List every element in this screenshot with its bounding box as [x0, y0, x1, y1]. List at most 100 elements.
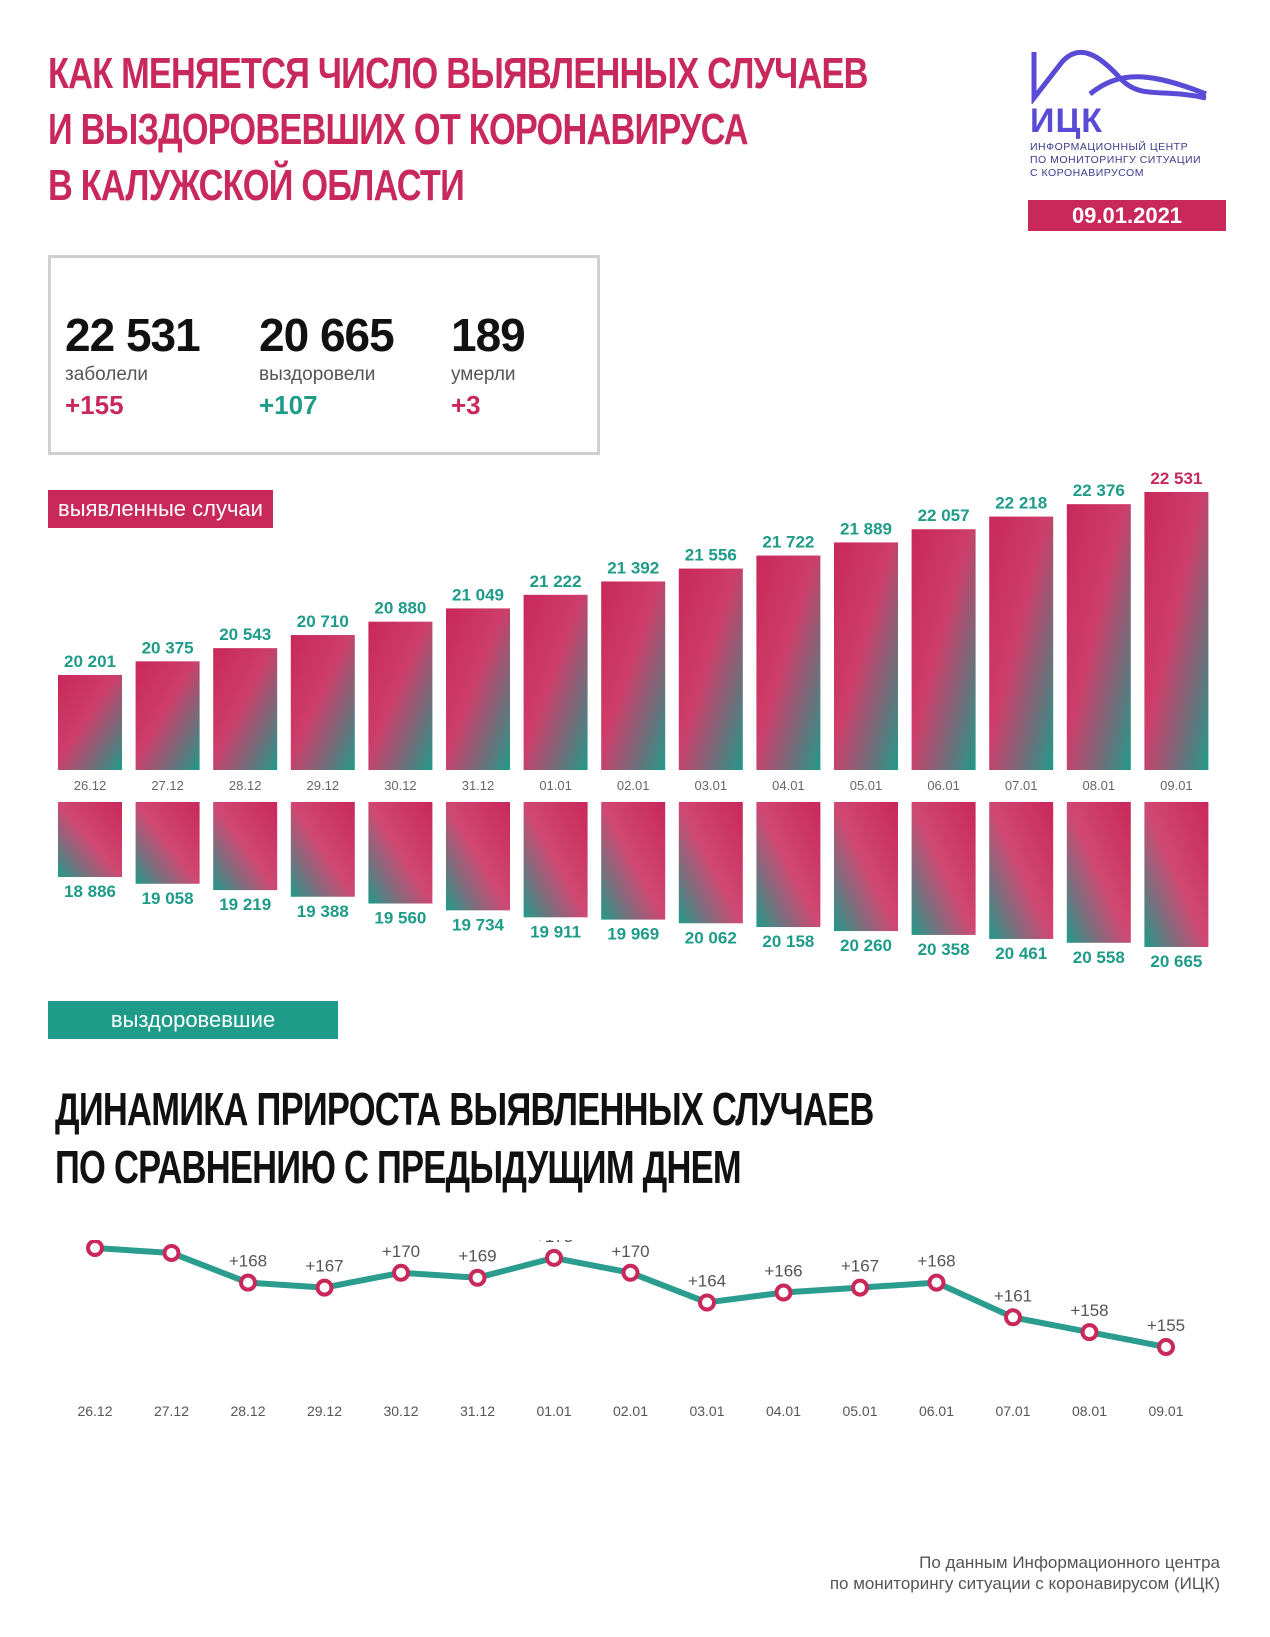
date-tick-label: 09.01 [1148, 1403, 1183, 1419]
date-tick-label: 08.01 [1083, 778, 1116, 793]
cases-bar [911, 529, 976, 770]
date-tick-label: 08.01 [1072, 1403, 1107, 1419]
increase-value-label: +169 [458, 1247, 496, 1266]
increase-point [621, 1263, 640, 1282]
cases-value-label: 22 376 [1073, 481, 1125, 500]
increase-value-label: +170 [611, 1242, 649, 1261]
recovered-value-label: 20 461 [995, 944, 1047, 963]
increase-value-label: +161 [994, 1286, 1032, 1305]
stat-died: 189 умерли +3 [451, 308, 526, 421]
recovered-bar [1066, 802, 1131, 943]
cases-value-label: 22 057 [918, 506, 970, 525]
cases-tag: выявленные случаи [48, 490, 273, 528]
logo-subtitle: Информационный центр по мониторингу ситу… [1030, 141, 1220, 180]
date-tick-label: 29.12 [307, 778, 340, 793]
increase-value-label: +168 [917, 1252, 955, 1271]
cases-bar [756, 555, 821, 770]
increase-point [545, 1248, 563, 1267]
date-tick-label: 29.12 [307, 1403, 342, 1419]
increase-point [392, 1263, 410, 1282]
increase-value-label: +164 [688, 1271, 726, 1290]
date-tick-label: 02.01 [617, 778, 650, 793]
cases-bar [989, 516, 1054, 770]
increase-value-label: +174 [152, 1240, 190, 1241]
recovered-value-label: 19 969 [607, 925, 659, 944]
date-tick-label: 30.12 [384, 778, 417, 793]
recovered-value-label: 19 219 [219, 895, 271, 914]
title-line-1: КАК МЕНЯЕТСЯ ЧИСЛО ВЫЯВЛЕННЫХ СЛУЧАЕВ [48, 49, 868, 98]
title-line-3: В КАЛУЖСКОЙ ОБЛАСТИ [48, 161, 465, 210]
date-tick-label: 06.01 [927, 778, 960, 793]
increase-value-label: +167 [841, 1257, 879, 1276]
stat-delta: +155 [65, 390, 124, 420]
cases-value-label: 21 889 [840, 519, 892, 538]
increase-point [1004, 1308, 1022, 1327]
stat-label: выздоровели [259, 364, 376, 385]
stat-sick: 22 531 заболели +155 [65, 308, 201, 421]
stat-label: умерли [451, 364, 516, 385]
cases-value-label: 22 218 [995, 494, 1047, 513]
date-tick-label: 30.12 [383, 1403, 418, 1419]
recovered-bar [213, 802, 278, 891]
increase-point [698, 1293, 716, 1312]
cases-bar [523, 594, 588, 770]
recovered-bar [58, 802, 122, 877]
cases-value-label: 21 556 [685, 546, 737, 565]
stat-label: заболели [65, 364, 149, 385]
logo-subtitle-line: по мониторингу ситуации [1030, 154, 1202, 166]
date-tick-label: 01.01 [539, 778, 572, 793]
recovered-bar [678, 802, 743, 924]
increase-point [315, 1278, 334, 1297]
date-tick-label: 01.01 [536, 1403, 571, 1419]
recovered-bar [989, 802, 1054, 939]
cases-value-label: 20 710 [297, 612, 349, 631]
stat-value: 189 [451, 309, 526, 361]
date-tick-label: 27.12 [154, 1403, 189, 1419]
cases-bar [1066, 504, 1131, 770]
date-tick-label: 02.01 [613, 1403, 648, 1419]
recovered-value-label: 19 388 [297, 902, 349, 921]
recovered-bar [446, 802, 510, 911]
date-tick-label: 03.01 [689, 1403, 724, 1419]
recovered-bar [523, 802, 588, 918]
recovered-bar [1144, 802, 1209, 947]
daily-increase-line-chart: +17526.12+17427.12+16828.12+16729.12+170… [77, 1240, 1185, 1419]
increase-value-label: +158 [1070, 1301, 1108, 1320]
cases-bar [1144, 492, 1209, 770]
recovered-bar [601, 802, 666, 920]
increase-point [468, 1268, 487, 1287]
recovered-bar [911, 802, 976, 935]
date-tick-label: 31.12 [460, 1403, 495, 1419]
cases-bar [290, 635, 355, 770]
cases-bar [601, 581, 666, 770]
cases-value-label: 21 049 [452, 585, 504, 604]
itsk-logo: ИЦК Информационный центр по мониторингу … [1030, 48, 1220, 180]
increase-point [1157, 1338, 1175, 1356]
cases-value-label: 21 722 [762, 533, 814, 552]
date-tick-label: 26.12 [74, 778, 107, 793]
source-line: по мониторингу ситуации с коронавирусом … [829, 1574, 1220, 1593]
logo-abbr: ИЦК [1030, 102, 1104, 140]
title-line-2: И ВЫЗДОРОВЕВШИХ ОТ КОРОНАВИРУСА [48, 105, 749, 154]
date-tick-label: 04.01 [766, 1403, 801, 1419]
increase-value-label: +166 [764, 1262, 802, 1281]
cases-bar [58, 675, 122, 770]
recovered-bar [834, 802, 898, 932]
date-tick-label: 06.01 [919, 1403, 954, 1419]
recovered-bar [290, 802, 355, 897]
stats-box: 22 531 заболели +155 20 665 выздоровели … [48, 255, 600, 455]
subtitle-line-2: ПО СРАВНЕНИЮ С ПРЕДЫДУЩИМ ДНЕМ [55, 1141, 742, 1193]
recovered-bar [756, 802, 821, 928]
recovered-value-label: 20 358 [918, 940, 970, 959]
date-badge: 09.01.2021 [1028, 200, 1226, 231]
recovered-value-label: 19 560 [374, 909, 426, 928]
stat-recovered: 20 665 выздоровели +107 [259, 308, 395, 421]
date-tick-label: 07.01 [995, 1403, 1030, 1419]
recovered-value-label: 20 062 [685, 928, 737, 947]
date-tick-label: 05.01 [850, 778, 883, 793]
date-tick-label: 28.12 [230, 1403, 265, 1419]
increase-value-label: +168 [229, 1252, 267, 1271]
date-tick-label: 04.01 [772, 778, 805, 793]
increase-point [927, 1273, 946, 1292]
mountain-logo-icon [1031, 49, 1207, 104]
